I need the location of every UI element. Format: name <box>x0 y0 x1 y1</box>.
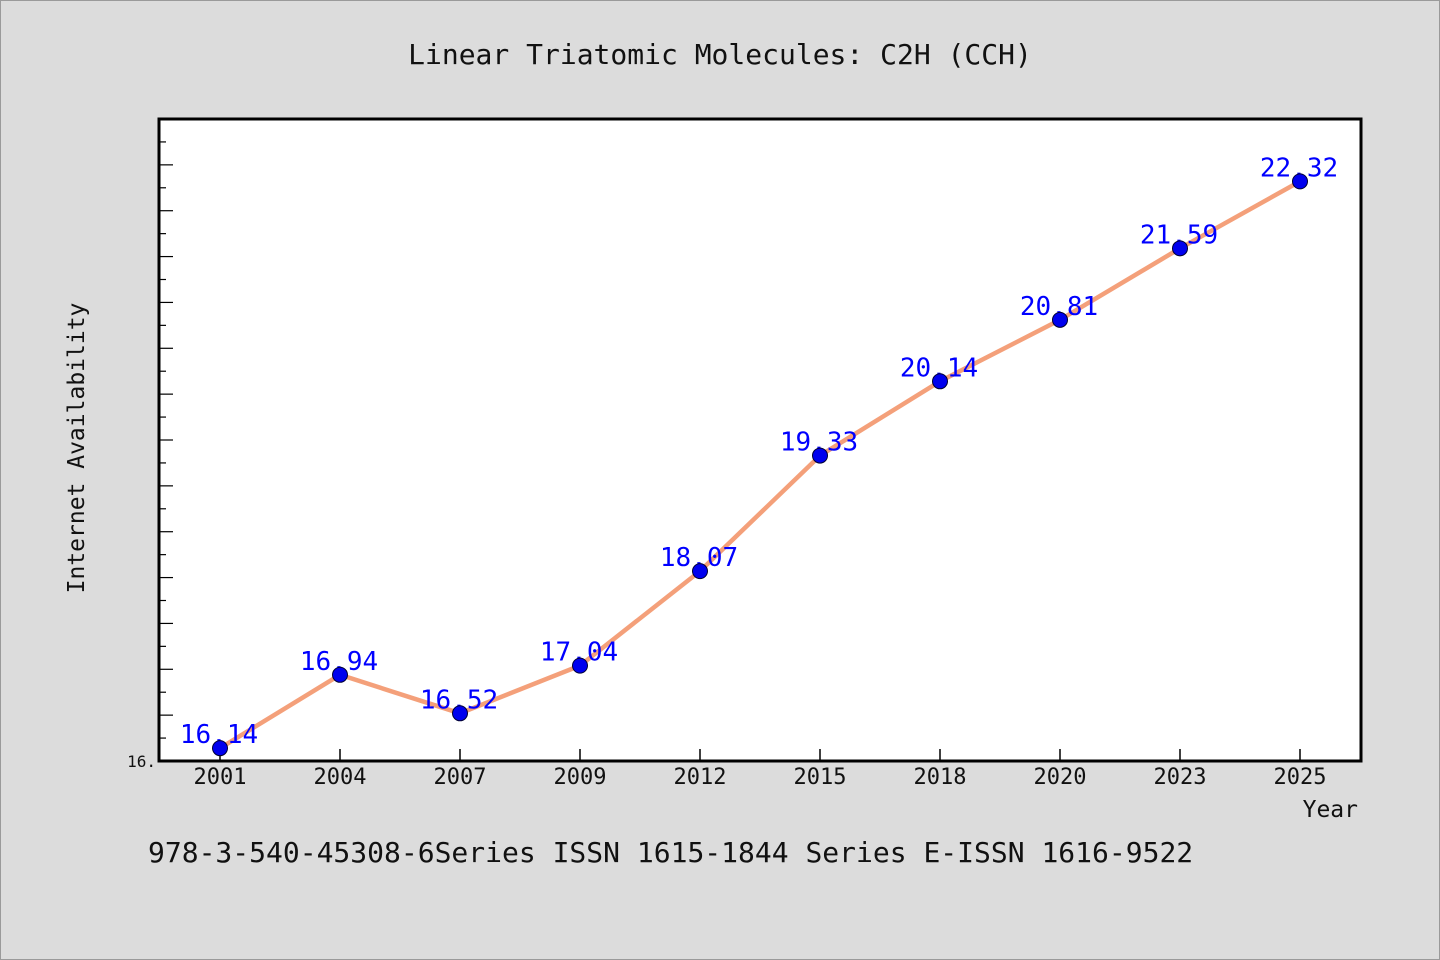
x-tick-label: 2004 <box>314 765 367 790</box>
data-point <box>212 740 228 757</box>
x-tick-label: 2018 <box>914 765 967 790</box>
chart-title: Linear Triatomic Molecules: C2H (CCH) <box>408 38 1032 71</box>
footer-text: 978-3-540-45308-6Series ISSN 1615-1844 S… <box>148 836 1193 869</box>
x-axis-label: Year <box>1303 797 1358 823</box>
data-point <box>572 657 588 674</box>
x-axis-ticks: 2001 2004 2007 2009 2012 2015 2018 2020 2023 2025 <box>194 749 1327 790</box>
data-point <box>1052 311 1068 328</box>
y-axis-label: Internet Availability <box>64 303 90 594</box>
data-point <box>1172 240 1188 257</box>
data-point <box>332 666 348 683</box>
data-point <box>812 447 828 464</box>
series-line <box>217 179 1303 751</box>
data-point <box>452 705 468 722</box>
y-axis-ticks: 16. <box>127 118 173 771</box>
x-tick-label: 2001 <box>194 765 247 790</box>
x-tick-label: 2015 <box>794 765 847 790</box>
y-tick-label: 16. <box>127 752 156 771</box>
data-point <box>692 563 708 580</box>
series-layer: 16.1416.9416.5217.0418.0719.3320.1420.81… <box>180 153 1338 757</box>
data-point <box>932 373 948 390</box>
x-tick-label: 2020 <box>1034 765 1087 790</box>
x-tick-label: 2023 <box>1154 765 1207 790</box>
plot-area <box>157 117 1363 763</box>
x-tick-label: 2007 <box>434 765 487 790</box>
x-tick-label: 2025 <box>1274 765 1327 790</box>
data-point <box>1292 173 1308 190</box>
x-tick-label: 2009 <box>554 765 607 790</box>
x-tick-label: 2012 <box>674 765 727 790</box>
